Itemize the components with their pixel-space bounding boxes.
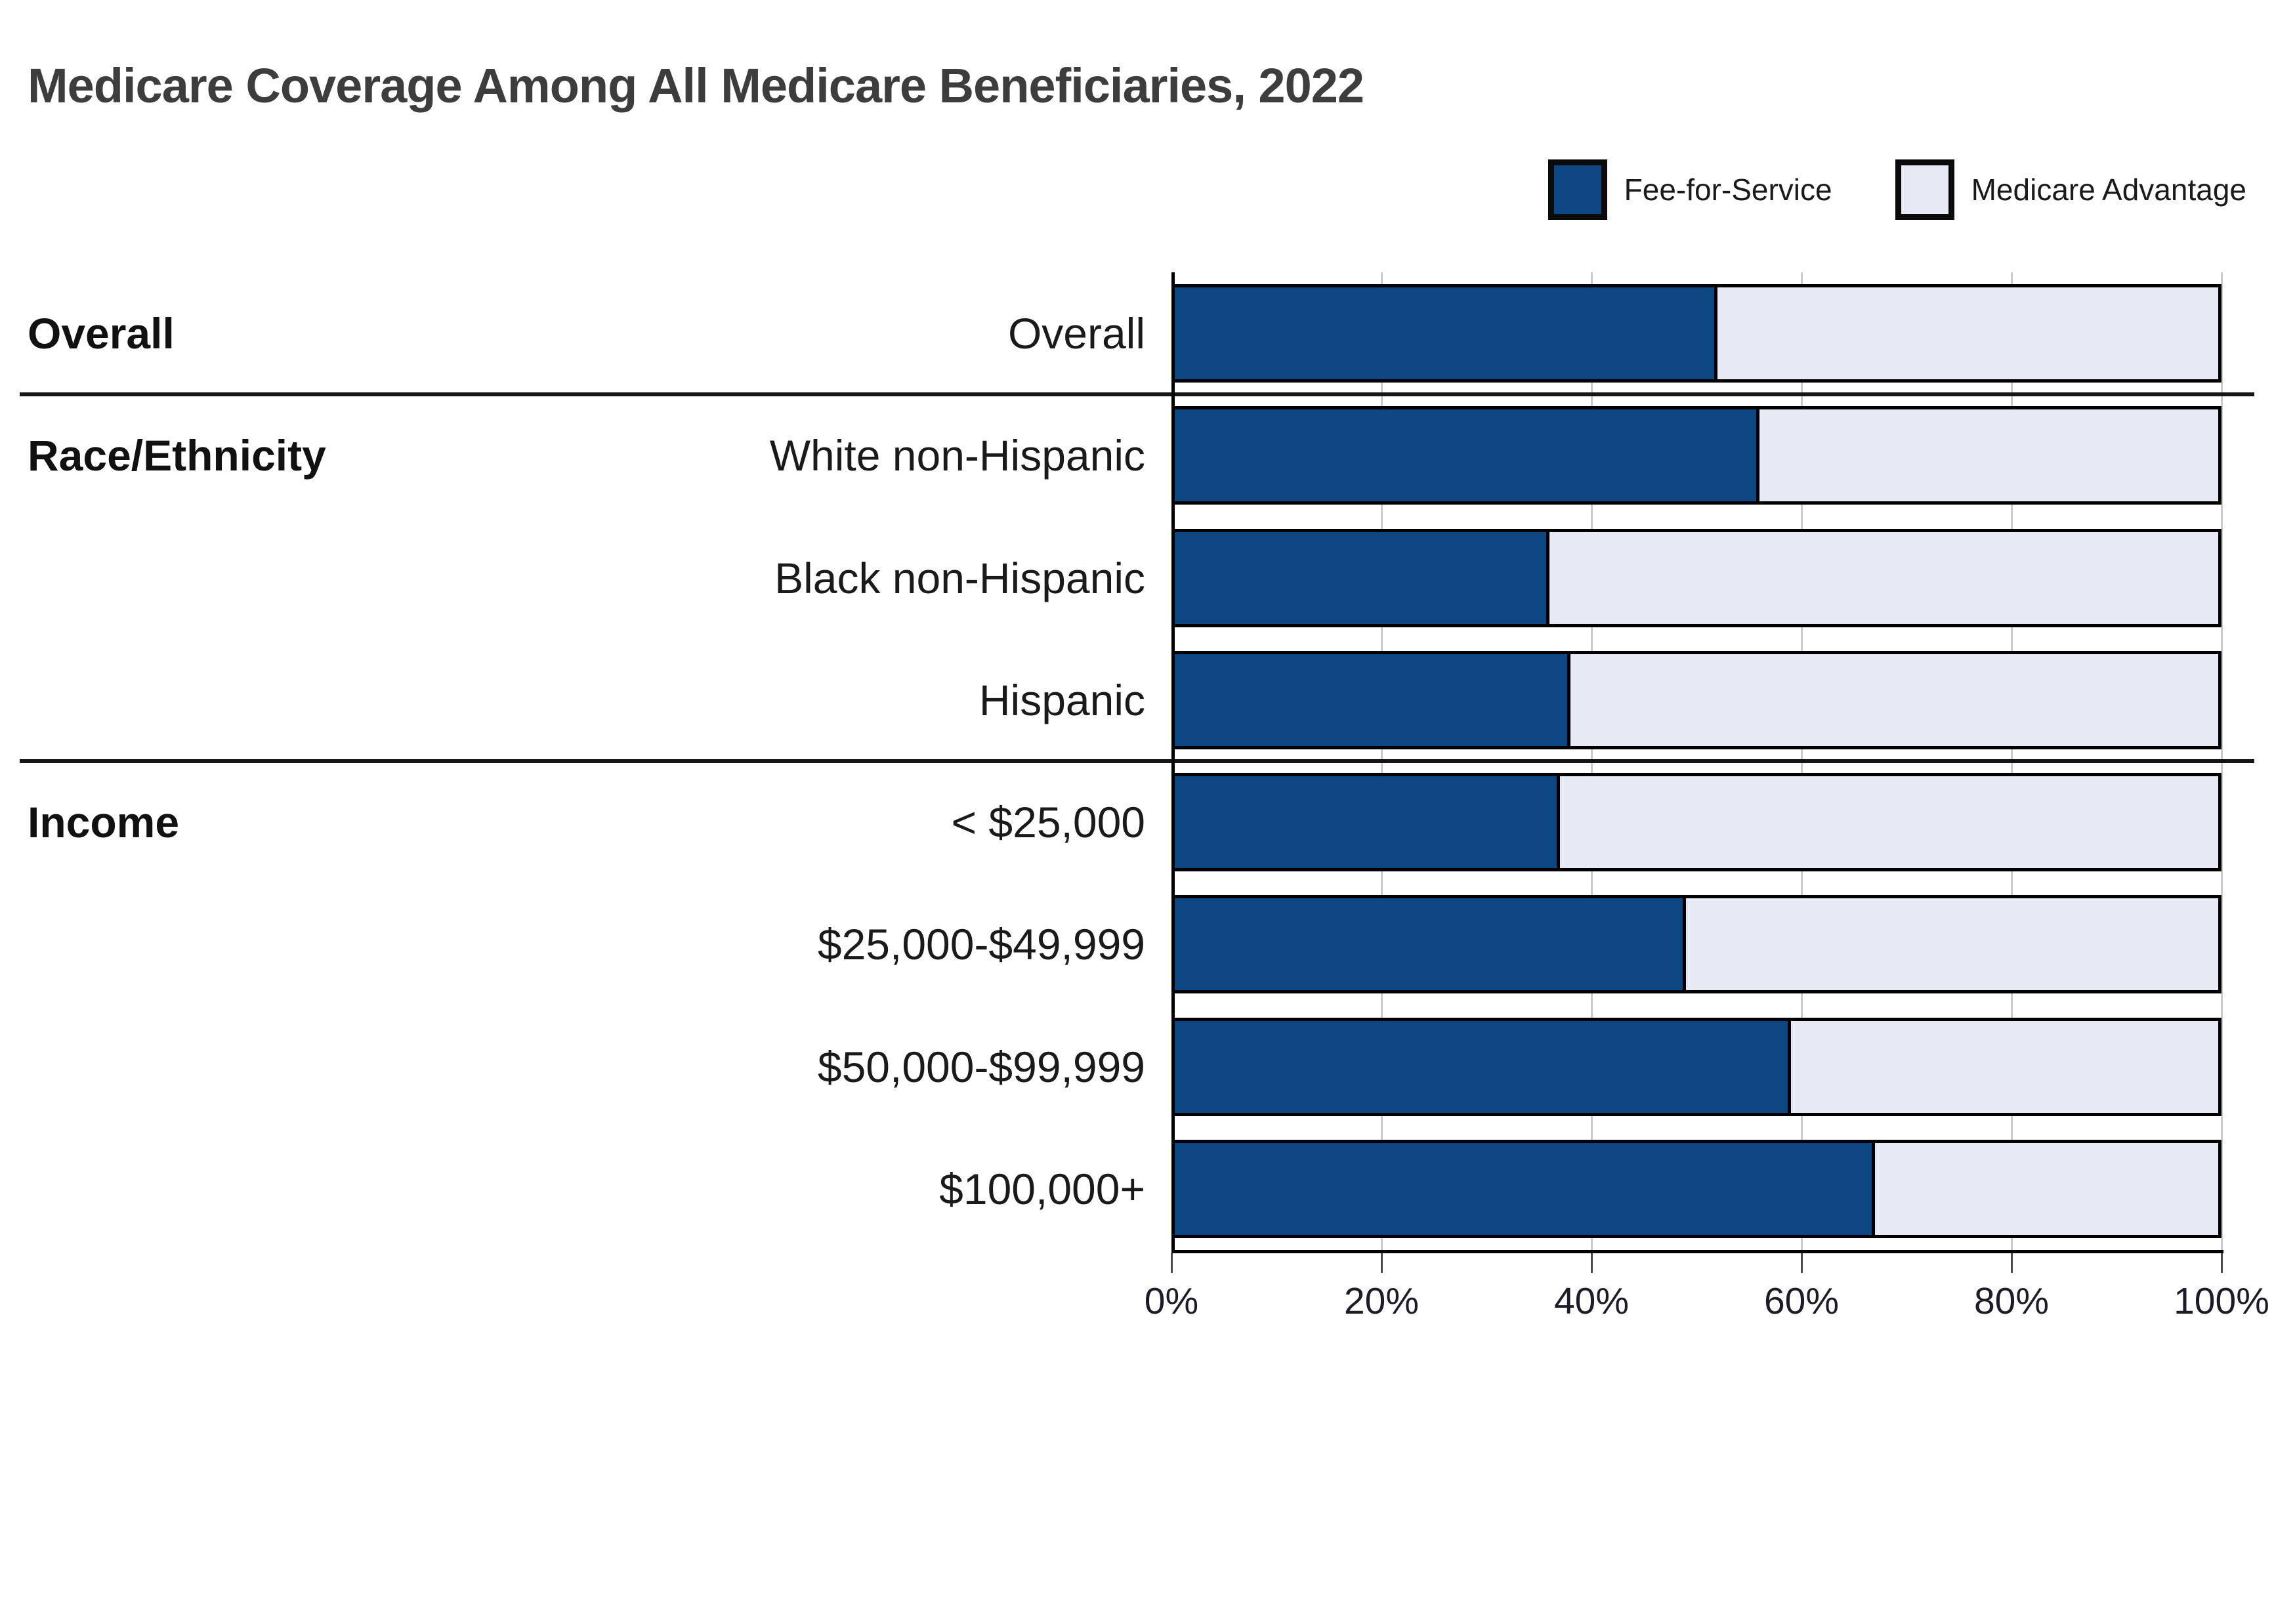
axis-tick-60 bbox=[1800, 1253, 1803, 1273]
legend-item-medicare-advantage: Medicare Advantage bbox=[1895, 159, 2246, 220]
legend: Fee-for-Service Medicare Advantage bbox=[1548, 159, 2246, 220]
bar-segment-fee-for-service bbox=[1171, 406, 1759, 505]
section-separator bbox=[20, 759, 2254, 763]
bar-segment-fee-for-service bbox=[1171, 650, 1570, 749]
bar-segment-fee-for-service bbox=[1171, 284, 1717, 383]
bar-segment-medicare-advantage bbox=[1560, 773, 2221, 872]
bar-row-1 bbox=[1171, 406, 2221, 505]
category-label: White non-Hispanic bbox=[769, 431, 1145, 480]
category-label: $50,000-$99,999 bbox=[817, 1042, 1145, 1091]
axis-tick-label: 20% bbox=[1343, 1280, 1420, 1322]
bar-segment-fee-for-service bbox=[1171, 773, 1560, 872]
bar-segment-fee-for-service bbox=[1171, 1017, 1791, 1116]
section-separator bbox=[20, 392, 2254, 397]
axis-tick-40 bbox=[1590, 1253, 1593, 1273]
bar-row-5 bbox=[1171, 895, 2221, 994]
bar-segment-fee-for-service bbox=[1171, 895, 1686, 994]
bar-segment-medicare-advantage bbox=[1686, 895, 2221, 994]
axis-tick-0 bbox=[1170, 1253, 1173, 1273]
x-axis-line bbox=[1171, 1250, 2223, 1253]
bar-segment-fee-for-service bbox=[1171, 1139, 1875, 1238]
category-label: Black non-Hispanic bbox=[774, 553, 1145, 602]
legend-label: Medicare Advantage bbox=[1971, 173, 2246, 207]
axis-tick-label: 100% bbox=[2174, 1280, 2269, 1322]
category-label: < $25,000 bbox=[951, 798, 1145, 847]
y-axis-line bbox=[1171, 272, 1175, 1253]
bar-row-4 bbox=[1171, 773, 2221, 872]
bar-segment-medicare-advantage bbox=[1759, 406, 2221, 505]
section-header-2: Income bbox=[28, 798, 180, 847]
category-label: $25,000-$49,999 bbox=[817, 920, 1145, 969]
axis-tick-80 bbox=[2010, 1253, 2013, 1273]
axis-tick-20 bbox=[1380, 1253, 1383, 1273]
legend-item-fee-for-service: Fee-for-Service bbox=[1548, 159, 1832, 220]
axis-tick-label: 40% bbox=[1553, 1280, 1630, 1322]
category-label: $100,000+ bbox=[939, 1164, 1145, 1213]
fee-for-service-swatch-icon bbox=[1548, 159, 1607, 220]
axis-tick-label: 80% bbox=[1973, 1280, 2050, 1322]
chart-title: Medicare Coverage Among All Medicare Ben… bbox=[28, 58, 1364, 113]
legend-label: Fee-for-Service bbox=[1624, 173, 1832, 207]
section-header-1: Race/Ethnicity bbox=[28, 431, 326, 480]
axis-tick-label: 60% bbox=[1763, 1280, 1840, 1322]
bar-row-3 bbox=[1171, 650, 2221, 749]
bar-row-2 bbox=[1171, 528, 2221, 627]
axis-tick-label: 0% bbox=[1144, 1280, 1199, 1322]
bar-segment-medicare-advantage bbox=[1875, 1139, 2221, 1238]
bar-segment-fee-for-service bbox=[1171, 528, 1549, 627]
bar-row-7 bbox=[1171, 1139, 2221, 1238]
category-label: Hispanic bbox=[979, 675, 1145, 724]
bar-row-0 bbox=[1171, 284, 2221, 383]
bar-segment-medicare-advantage bbox=[1549, 528, 2221, 627]
section-header-0: Overall bbox=[28, 309, 175, 358]
category-label: Overall bbox=[1007, 309, 1145, 358]
bar-segment-medicare-advantage bbox=[1791, 1017, 2221, 1116]
bar-segment-medicare-advantage bbox=[1717, 284, 2221, 383]
bar-row-6 bbox=[1171, 1017, 2221, 1116]
axis-tick-100 bbox=[2220, 1253, 2223, 1273]
bar-segment-medicare-advantage bbox=[1570, 650, 2221, 749]
medicare-advantage-swatch-icon bbox=[1895, 159, 1954, 220]
